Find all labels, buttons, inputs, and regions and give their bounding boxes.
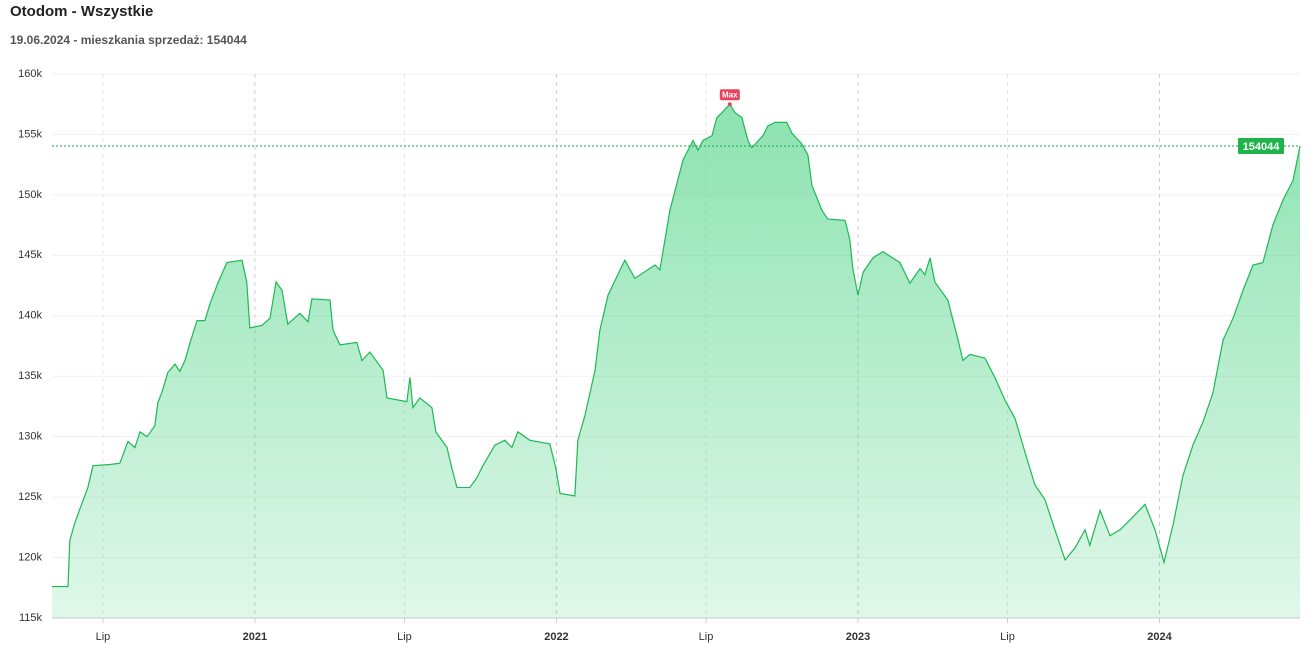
max-badge — [719, 89, 740, 101]
last-value-badge — [1238, 138, 1284, 155]
line — [52, 103, 1301, 588]
x-tick-label: 2022 — [544, 631, 568, 643]
y-tick-label: 140k — [18, 310, 42, 322]
plot — [52, 102, 1301, 619]
max-point — [727, 102, 732, 107]
x-tick-label: Lip — [699, 631, 714, 643]
labels: 115k 120k 125k 130k 135k 140k 145k 150k 155k 160k… — [18, 68, 1284, 643]
y-tick-label: 150k — [18, 189, 42, 201]
y-tick-label: 120k — [18, 551, 42, 563]
x-tick-label: Lip — [397, 631, 412, 643]
chart-subtitle: 19.06.2024 - mieszkania sprzedaż: 154044 — [10, 33, 247, 47]
chart-title: Otodom - Wszystkie — [10, 3, 153, 20]
x-tick-label: 2021 — [243, 631, 267, 643]
last-value-label: 154044 — [1243, 141, 1281, 153]
x-tick-label: 2024 — [1147, 631, 1172, 643]
x-tick-label: Lip — [96, 631, 111, 643]
y-tick-label: 160k — [18, 68, 42, 80]
y-tick-label: 125k — [18, 491, 42, 503]
y-tick-label: 130k — [18, 431, 42, 443]
area-fill — [52, 104, 1300, 619]
x-tick-label: 2023 — [846, 631, 870, 643]
max-label: Max — [722, 90, 738, 99]
y-tick-label: 145k — [18, 249, 42, 261]
y-tick-label: 135k — [18, 370, 42, 382]
y-tick-label: 155k — [18, 128, 42, 140]
x-tick-label: Lip — [1000, 631, 1015, 643]
y-tick-label: 115k — [19, 612, 43, 624]
